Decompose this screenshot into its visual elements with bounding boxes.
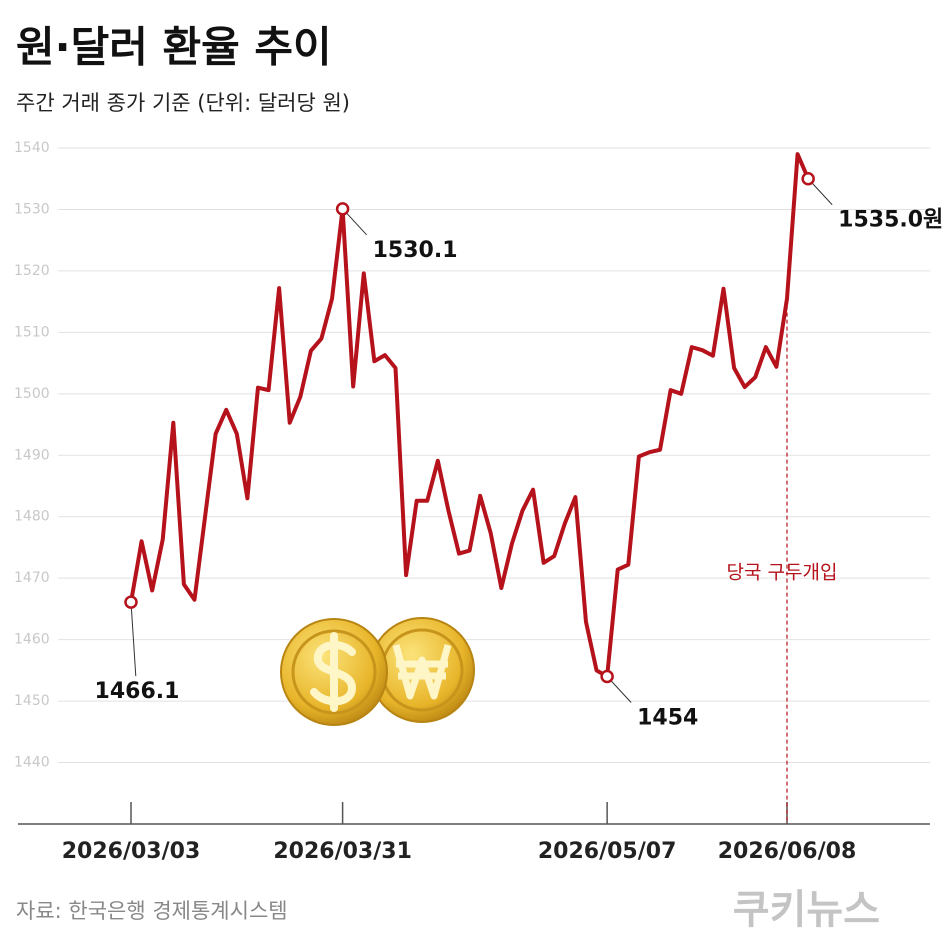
x-tick-label: 2026/05/07 (538, 839, 677, 864)
y-tick-label: 1460 (14, 632, 50, 648)
line (129, 152, 810, 679)
y-tick-label: 1540 (14, 140, 50, 156)
x-tick-label: 2026/03/31 (273, 839, 412, 864)
y-tick-label: 1520 (14, 263, 50, 279)
marker (124, 595, 138, 609)
marker (335, 202, 350, 216)
value-label: 1454 (637, 706, 698, 731)
event-label: 당국 구두개입 (727, 562, 838, 584)
marker (801, 171, 815, 186)
y-tick-label: 1440 (14, 755, 50, 771)
y-tick-label: 1470 (14, 570, 50, 586)
subtitle: 주간 거래 종가 기준 (단위: 달러당 원) (16, 91, 350, 115)
y-tick-label: 1530 (14, 201, 50, 217)
chart-title: 원·달러 환율 추이 (16, 23, 332, 72)
value-label: 1530.1 (373, 238, 458, 263)
y-tick-label: 1490 (14, 447, 50, 463)
marker (600, 669, 614, 684)
logo: 쿠키뉴스 (733, 887, 880, 933)
value-label: 1535.0원 (838, 208, 943, 233)
source: 자료: 한국은행 경제통계시스템 (16, 899, 288, 923)
value-label: 1466.1 (95, 679, 180, 704)
leader (130, 602, 137, 677)
y-tick-label: 1480 (14, 509, 50, 525)
x-tick-label: 2026/03/03 (62, 839, 201, 864)
y-tick-label: 1500 (14, 386, 50, 402)
grid: 1440 1450 1460 1470 1480 1490 1500 1510 1520 1530… (14, 140, 930, 864)
coins (280, 617, 475, 726)
y-tick-label: 1510 (14, 324, 50, 340)
x-tick-label: 2026/06/08 (718, 839, 857, 864)
y-tick-label: 1450 (14, 693, 50, 709)
